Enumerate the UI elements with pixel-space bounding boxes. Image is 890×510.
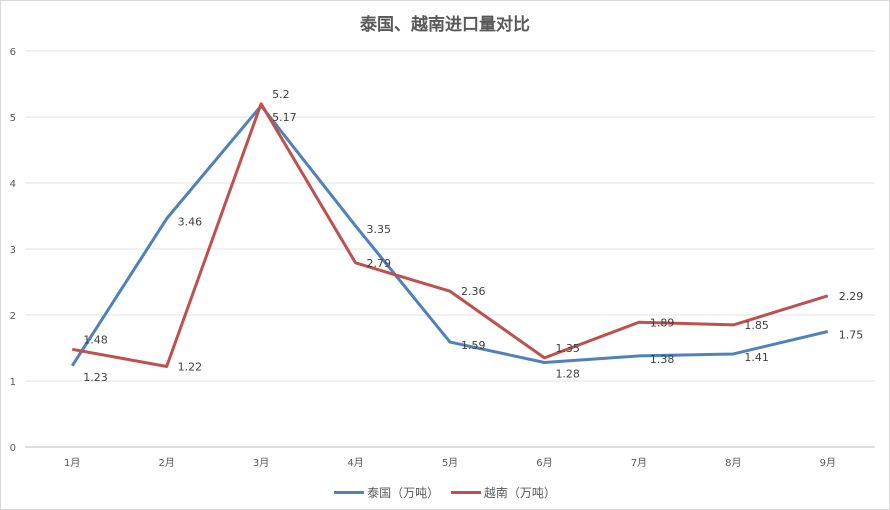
legend-label: 越南（万吨） bbox=[483, 486, 556, 500]
data-label: 1.23 bbox=[83, 371, 108, 384]
data-label: 5.17 bbox=[272, 111, 297, 124]
data-label: 1.28 bbox=[555, 368, 580, 381]
data-label: 1.22 bbox=[178, 360, 203, 373]
y-tick-label: 4 bbox=[10, 179, 16, 190]
series-line bbox=[70, 104, 829, 367]
legend-label: 泰国（万吨） bbox=[367, 486, 440, 500]
data-label: 1.41 bbox=[744, 351, 769, 364]
legend-item-vietnam[interactable]: 越南（万吨） bbox=[450, 484, 556, 501]
data-label: 5.2 bbox=[272, 88, 290, 101]
x-tick-label: 5月 bbox=[442, 457, 458, 469]
data-label: 3.46 bbox=[178, 216, 203, 229]
y-tick-label: 3 bbox=[10, 245, 16, 256]
x-tick-label: 3月 bbox=[253, 457, 269, 469]
y-tick-label: 5 bbox=[10, 113, 16, 124]
legend-swatch bbox=[334, 491, 365, 494]
chart-title: 泰国、越南进口量对比 bbox=[360, 15, 530, 35]
x-tick-label: 7月 bbox=[631, 457, 647, 469]
x-tick-label: 8月 bbox=[725, 457, 741, 469]
data-label: 2.79 bbox=[367, 257, 392, 270]
data-label: 1.35 bbox=[555, 342, 580, 355]
series-line bbox=[71, 102, 829, 368]
x-tick-label: 2月 bbox=[158, 457, 174, 469]
data-label: 2.29 bbox=[839, 290, 864, 303]
y-tick-label: 1 bbox=[10, 377, 16, 388]
data-label: 1.75 bbox=[839, 329, 864, 342]
data-label: 3.35 bbox=[367, 223, 392, 236]
data-label: 1.59 bbox=[461, 339, 486, 352]
legend: 泰国（万吨） 越南（万吨） bbox=[0, 483, 890, 501]
data-label: 1.38 bbox=[650, 353, 675, 366]
x-tick-label: 1月 bbox=[64, 457, 80, 469]
data-label: 1.48 bbox=[83, 333, 108, 346]
x-tick-label: 4月 bbox=[347, 457, 363, 469]
y-tick-label: 2 bbox=[10, 311, 16, 322]
data-label: 1.85 bbox=[744, 319, 769, 332]
y-tick-label: 6 bbox=[10, 47, 16, 58]
legend-item-thailand[interactable]: 泰国（万吨） bbox=[334, 484, 439, 501]
x-tick-label: 9月 bbox=[820, 457, 836, 469]
y-tick-label: 0 bbox=[10, 443, 16, 454]
x-tick-label: 6月 bbox=[536, 457, 552, 469]
data-label: 1.89 bbox=[650, 316, 675, 329]
legend-swatch bbox=[450, 491, 481, 494]
data-label: 2.36 bbox=[461, 285, 486, 298]
